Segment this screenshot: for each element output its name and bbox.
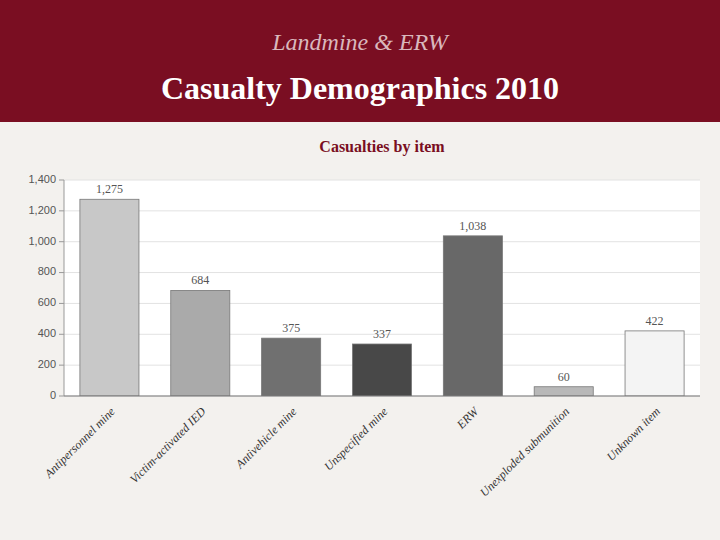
data-label: 1,275: [96, 182, 123, 196]
y-tick: [59, 272, 64, 273]
y-tick-label: 800: [38, 265, 56, 277]
plot-area: [64, 180, 700, 396]
y-tick: [59, 303, 64, 304]
y-tick-label: 200: [38, 358, 56, 370]
data-label: 375: [282, 321, 300, 335]
x-tick-label: Antipersonnel mine: [41, 404, 118, 481]
x-tick-label: Unspecified mine: [321, 404, 391, 474]
x-tick-label: Unknown item: [604, 404, 663, 463]
grid-line: [64, 180, 700, 181]
y-tick-label: 1,200: [28, 204, 56, 216]
bar: [625, 331, 684, 396]
grid-line: [64, 272, 700, 273]
y-tick: [59, 334, 64, 335]
bar: [171, 290, 230, 396]
y-tick-label: 1,000: [28, 235, 56, 247]
grid-line: [64, 241, 700, 242]
title-line-1: Landmine & ERW: [271, 29, 450, 55]
y-tick-label: 400: [38, 327, 56, 339]
x-axis-line: [64, 396, 700, 397]
grid-line: [64, 303, 700, 304]
x-axis: Antipersonnel mineVictim-activated IED An…: [41, 404, 663, 500]
y-tick: [59, 210, 64, 211]
data-label: 60: [558, 370, 570, 384]
data-label: 422: [646, 314, 664, 328]
chart-svg: Landmine & ERW Casualty Demographics 2010…: [0, 0, 720, 540]
chart-container: Landmine & ERW Casualty Demographics 2010…: [0, 0, 720, 540]
subtitle: Casualties by item: [319, 138, 445, 156]
data-label: 337: [373, 327, 391, 341]
bar: [443, 236, 502, 396]
title-line-2: Casualty Demographics 2010: [161, 70, 559, 106]
data-label: 684: [191, 273, 209, 287]
y-tick-label: 600: [38, 296, 56, 308]
bar: [262, 338, 321, 396]
background: [0, 0, 720, 540]
grid-line: [64, 210, 700, 211]
grid-line: [64, 396, 700, 397]
x-tick-label: Unexploded submunition: [477, 404, 572, 499]
y-axis: 0 200 400 600 800 1,000 1,200 1,400: [28, 173, 700, 401]
x-tick-label: Antivehicle mine: [232, 404, 300, 472]
bar: [534, 387, 593, 396]
header-banner: [0, 0, 720, 122]
y-tick-label: 0: [50, 389, 56, 401]
y-tick: [59, 396, 64, 397]
data-label: 1,038: [459, 219, 486, 233]
y-tick: [59, 180, 64, 181]
y-tick-label: 1,400: [28, 173, 56, 185]
y-tick: [59, 365, 64, 366]
y-axis-line: [64, 180, 65, 396]
data-labels: 1,275 684 375 337 1,038 60 422: [96, 182, 664, 383]
y-tick: [59, 241, 64, 242]
bar: [352, 344, 411, 396]
x-tick-label: Victim-activated IED: [127, 404, 209, 486]
bars: [80, 199, 684, 396]
x-tick-label: ERW: [453, 404, 482, 433]
bar: [80, 199, 139, 396]
